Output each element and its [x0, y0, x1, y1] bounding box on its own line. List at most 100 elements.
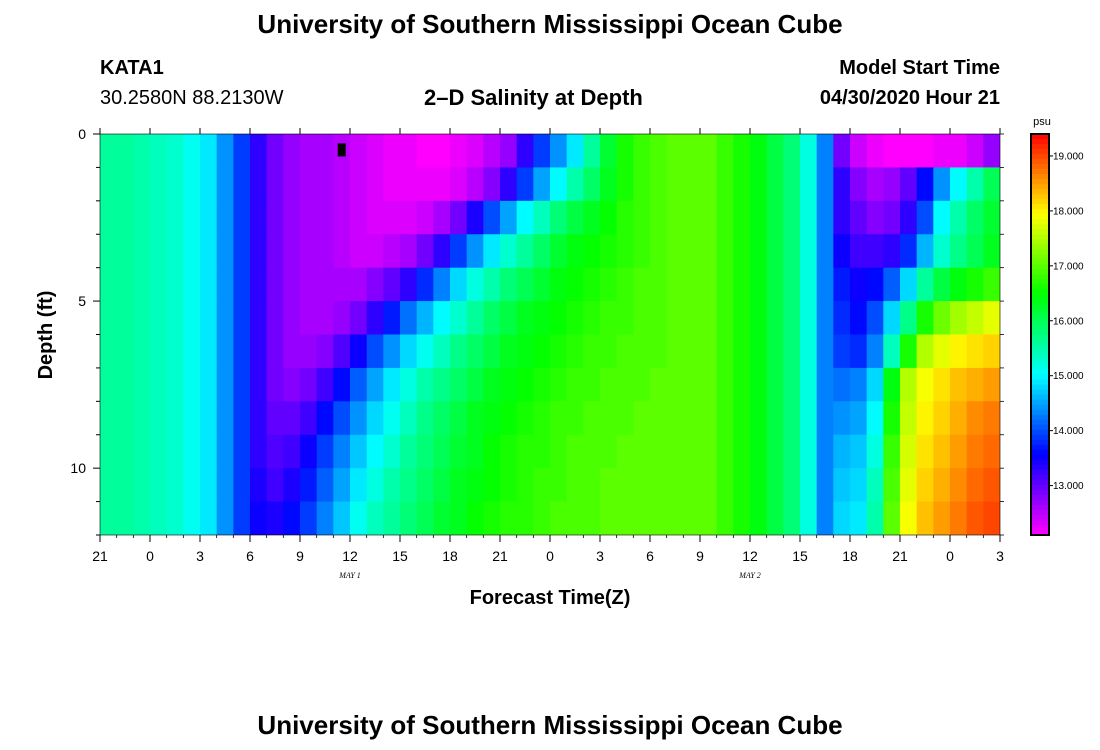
heatmap-cell — [483, 200, 501, 235]
heatmap-cell — [750, 301, 768, 336]
heatmap-cell — [900, 434, 918, 469]
heatmap-cell — [400, 200, 418, 235]
heatmap-cell — [233, 134, 251, 169]
heatmap-cell — [883, 468, 901, 503]
heatmap-cell — [883, 501, 901, 535]
colorbar-swatch — [1031, 174, 1049, 180]
heatmap-cell — [233, 334, 251, 369]
colorbar-swatch — [1031, 194, 1049, 200]
heatmap-cell — [316, 134, 334, 169]
heatmap-cell — [700, 301, 718, 336]
heatmap-cell — [366, 134, 384, 169]
heatmap-cell — [650, 367, 668, 402]
heatmap-cell — [966, 134, 984, 169]
heatmap-cell — [766, 501, 784, 535]
heatmap-cell — [950, 267, 968, 302]
heatmap-cell — [933, 401, 951, 436]
heatmap-cell — [466, 468, 484, 503]
heatmap-cell — [783, 234, 801, 269]
heatmap-cell — [616, 434, 634, 469]
heatmap-cell — [766, 401, 784, 436]
heatmap-cell — [933, 468, 951, 503]
heatmap-cell — [900, 200, 918, 235]
colorbar-swatch — [1031, 209, 1049, 215]
heatmap-cell — [400, 501, 418, 535]
colorbar-swatch — [1031, 384, 1049, 391]
heatmap-cell — [816, 234, 834, 269]
heatmap-cell — [383, 501, 401, 535]
footer-title: University of Southern Mississippi Ocean… — [257, 710, 843, 740]
colorbar-swatch — [1031, 274, 1049, 280]
colorbar-swatch — [1031, 399, 1049, 406]
heatmap-cell — [900, 234, 918, 269]
heatmap-cell — [366, 501, 384, 535]
heatmap-cell — [533, 301, 551, 336]
colorbar-swatch — [1031, 369, 1049, 376]
heatmap-cell — [350, 200, 368, 235]
colorbar-swatch — [1031, 464, 1049, 471]
colorbar-swatch — [1031, 219, 1049, 225]
heatmap-cell — [183, 301, 201, 336]
heatmap-cell — [733, 234, 751, 269]
heatmap-cell — [150, 267, 168, 302]
heatmap-cell — [266, 501, 284, 535]
colorbar-swatch — [1031, 304, 1049, 311]
colorbar-swatch — [1031, 214, 1049, 220]
heatmap-cell — [400, 134, 418, 169]
heatmap-cell — [250, 301, 268, 336]
heatmap-cell — [416, 334, 434, 369]
heatmap-cell — [350, 468, 368, 503]
heatmap-cell — [750, 434, 768, 469]
heatmap-cell — [150, 167, 168, 202]
heatmap-cell — [633, 401, 651, 436]
heatmap-cell — [766, 334, 784, 369]
heatmap-cell — [883, 267, 901, 302]
x-tick-label: 21 — [92, 548, 108, 564]
heatmap-cell — [100, 134, 118, 169]
heatmap-cell — [550, 501, 568, 535]
heatmap-cell — [750, 468, 768, 503]
heatmap-cell — [966, 301, 984, 336]
heatmap-cell — [550, 167, 568, 202]
heatmap-cell — [133, 234, 151, 269]
heatmap-cell — [583, 134, 601, 169]
heatmap-cell — [266, 301, 284, 336]
heatmap-cell — [700, 167, 718, 202]
heatmap-cell — [833, 334, 851, 369]
heatmap-cell — [866, 434, 884, 469]
heatmap-cell — [483, 134, 501, 169]
heatmap-cell — [983, 301, 1000, 336]
heatmap-cell — [716, 501, 734, 535]
heatmap-cell — [166, 367, 184, 402]
heatmap-cell — [800, 334, 818, 369]
heatmap-cell — [533, 167, 551, 202]
heatmap-cell — [533, 234, 551, 269]
heatmap-cell — [400, 167, 418, 202]
heatmap-cell — [366, 167, 384, 202]
heatmap-cell — [116, 267, 134, 302]
heatmap-cell — [816, 434, 834, 469]
x-tick-label: 0 — [546, 548, 554, 564]
heatmap-cell — [833, 167, 851, 202]
heatmap-cell — [733, 434, 751, 469]
heatmap-cell — [500, 234, 518, 269]
heatmap-cell — [983, 434, 1000, 469]
heatmap-cell — [716, 468, 734, 503]
heatmap-cell — [933, 167, 951, 202]
heatmap-cell — [716, 167, 734, 202]
heatmap-cell — [350, 301, 368, 336]
heatmap-cell — [900, 267, 918, 302]
colorbar-swatch — [1031, 494, 1049, 501]
heatmap-cell — [683, 401, 701, 436]
colorbar-swatch — [1031, 279, 1049, 285]
heatmap-cell — [100, 200, 118, 235]
heatmap-cell — [933, 134, 951, 169]
heatmap-cell — [333, 200, 351, 235]
heatmap-cell — [166, 200, 184, 235]
heatmap-cell — [950, 401, 968, 436]
heatmap-cell — [233, 200, 251, 235]
heatmap-cell — [883, 334, 901, 369]
heatmap-cell — [466, 401, 484, 436]
heatmap-cell — [800, 301, 818, 336]
heatmap-cell — [833, 301, 851, 336]
